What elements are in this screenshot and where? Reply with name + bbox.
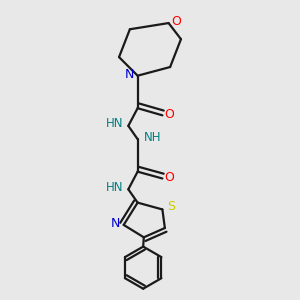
Text: NH: NH [144, 131, 162, 144]
Text: HN: HN [106, 117, 123, 130]
Text: S: S [167, 200, 175, 213]
Text: O: O [164, 108, 174, 121]
Text: HN: HN [106, 181, 123, 194]
Text: N: N [111, 217, 120, 230]
Text: N: N [124, 68, 134, 81]
Text: O: O [171, 15, 181, 28]
Text: O: O [164, 171, 174, 184]
